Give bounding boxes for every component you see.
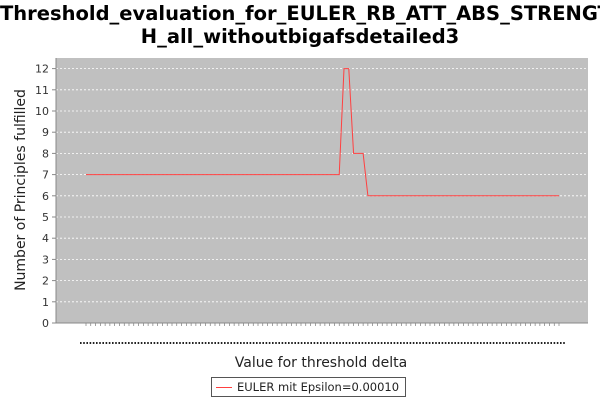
y-tick-label: 10 xyxy=(35,105,49,118)
y-tick-label: 4 xyxy=(42,232,49,245)
y-tick-label: 11 xyxy=(35,84,49,97)
y-tick-label: 2 xyxy=(42,275,49,288)
y-tick-label: 1 xyxy=(42,296,49,309)
legend: EULER mit Epsilon=0.00010 xyxy=(211,377,407,397)
y-tick-label: 7 xyxy=(42,169,49,182)
y-axis-label: Number of Principles fulfilled xyxy=(13,89,29,291)
legend-label: EULER mit Epsilon=0.00010 xyxy=(237,380,400,394)
x-axis-ticks xyxy=(80,323,565,344)
y-tick-label: 5 xyxy=(42,211,49,224)
chart-title-line-2: H_all_withoutbigafsdetailed3 xyxy=(140,25,460,48)
grid-lines xyxy=(56,68,588,303)
y-tick-label: 8 xyxy=(42,147,49,160)
x-axis-label: Value for threshold delta xyxy=(235,355,407,371)
y-tick-label: 12 xyxy=(35,63,49,76)
chart-title-line-1: Threshold_evaluation_for_EULER_RB_ATT_AB… xyxy=(0,2,600,25)
y-tick-label: 6 xyxy=(42,190,49,203)
series-line-euler xyxy=(86,68,559,197)
plot-background xyxy=(56,58,588,323)
chart-title: Threshold_evaluation_for_EULER_RB_ATT_AB… xyxy=(0,2,600,48)
y-tick-label: 9 xyxy=(42,126,49,139)
y-tick-label: 0 xyxy=(42,317,49,330)
y-tick-label: 3 xyxy=(42,253,49,266)
legend-swatch xyxy=(216,386,232,388)
